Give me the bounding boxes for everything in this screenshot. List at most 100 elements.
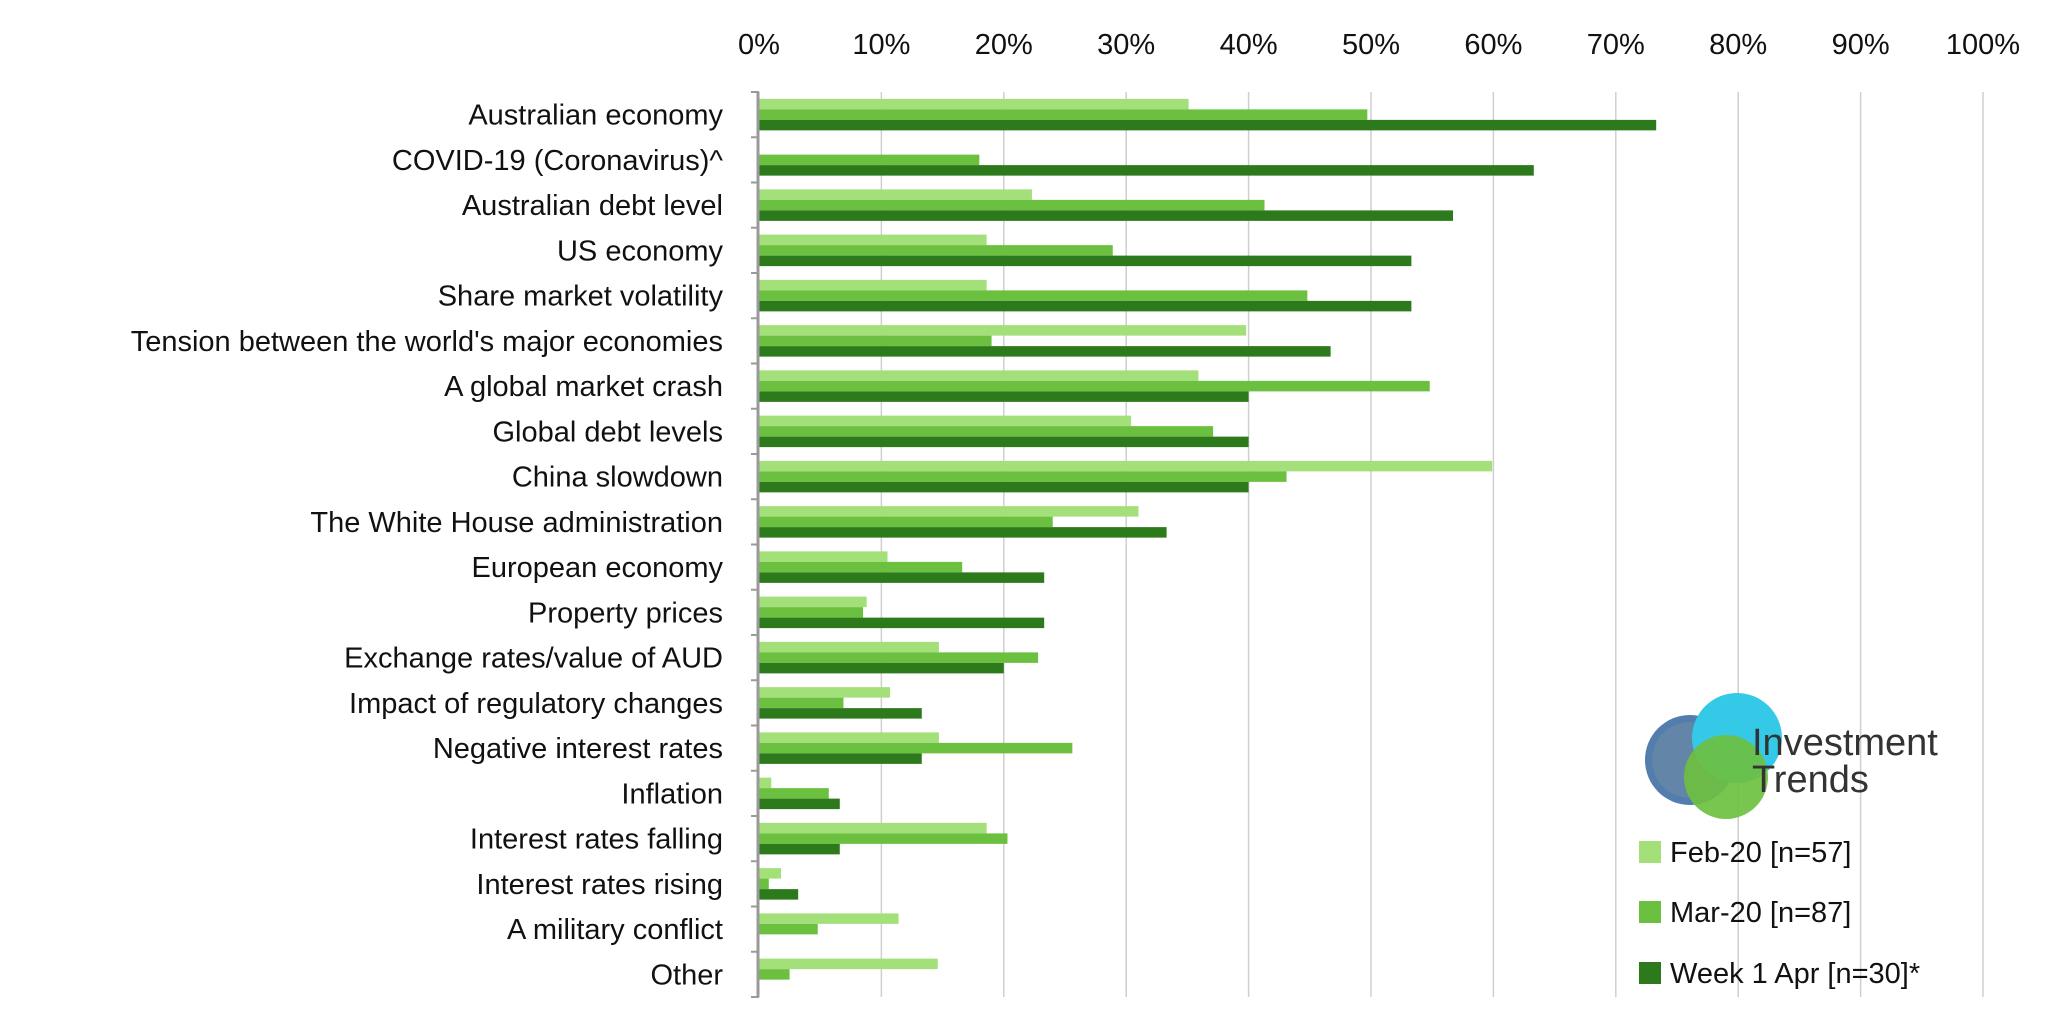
legend-label: Week 1 Apr [n=30]* bbox=[1670, 958, 1920, 990]
bar bbox=[759, 958, 938, 970]
bar bbox=[759, 551, 888, 562]
x-tick-label: 50% bbox=[1342, 29, 1400, 61]
bar bbox=[759, 471, 1287, 482]
bar bbox=[759, 596, 867, 608]
bar bbox=[759, 506, 1139, 517]
bar bbox=[759, 516, 1053, 528]
bar bbox=[759, 732, 939, 743]
legend-swatch bbox=[1639, 901, 1661, 923]
bars bbox=[759, 98, 1657, 980]
category-label: China slowdown bbox=[512, 462, 723, 494]
bar bbox=[759, 913, 899, 924]
x-tick-label: 20% bbox=[975, 29, 1033, 61]
category-label: Negative interest rates bbox=[433, 733, 723, 765]
bar bbox=[759, 245, 1113, 256]
bar bbox=[759, 652, 1039, 663]
category-label: Interest rates rising bbox=[476, 869, 723, 901]
bar bbox=[759, 742, 1073, 754]
bar bbox=[759, 843, 840, 855]
bar bbox=[759, 460, 1493, 472]
x-tick-label: 30% bbox=[1097, 29, 1155, 61]
legend-label: Feb-20 [n=57] bbox=[1670, 837, 1851, 869]
bar bbox=[759, 777, 772, 789]
bar bbox=[759, 335, 992, 347]
bar bbox=[759, 561, 963, 573]
category-label: Australian economy bbox=[468, 100, 723, 132]
bar bbox=[759, 687, 890, 698]
category-label: European economy bbox=[472, 552, 724, 584]
bar bbox=[759, 753, 922, 764]
bar bbox=[759, 436, 1249, 448]
bar bbox=[759, 370, 1199, 381]
category-label: Property prices bbox=[528, 597, 723, 629]
bar bbox=[759, 165, 1534, 176]
bar bbox=[759, 662, 1004, 674]
bar bbox=[759, 481, 1249, 493]
bar bbox=[759, 199, 1265, 211]
x-tick-label: 90% bbox=[1832, 29, 1890, 61]
bar bbox=[759, 346, 1331, 357]
bar bbox=[759, 822, 987, 834]
bar bbox=[759, 572, 1045, 583]
category-label: Interest rates falling bbox=[470, 824, 723, 856]
category-label: Australian debt level bbox=[462, 190, 723, 222]
category-label: A military conflict bbox=[507, 914, 723, 946]
category-labels: Australian economy COVID-19 (Coronavirus)… bbox=[131, 100, 724, 992]
bar bbox=[759, 119, 1657, 131]
bar bbox=[759, 98, 1189, 110]
bar bbox=[759, 154, 980, 166]
category-label: Exchange rates/value of AUD bbox=[344, 643, 723, 675]
bar bbox=[759, 300, 1412, 312]
bar bbox=[759, 391, 1249, 402]
x-tick-label: 0% bbox=[738, 29, 780, 61]
brand-name-line1: Investment bbox=[1752, 722, 1938, 764]
bar bbox=[759, 969, 790, 980]
bar bbox=[759, 641, 939, 653]
x-tick-label: 80% bbox=[1709, 29, 1767, 61]
y-axis bbox=[751, 91, 760, 998]
category-label: COVID-19 (Coronavirus)^ bbox=[392, 145, 723, 177]
bar bbox=[759, 697, 844, 709]
bar bbox=[759, 833, 1008, 844]
legend: Feb-20 [n=57] Mar-20 [n=87] Week 1 Apr [n=… bbox=[1639, 837, 1920, 990]
bar bbox=[759, 109, 1368, 120]
gridlines bbox=[880, 92, 1984, 997]
bar bbox=[759, 708, 922, 719]
category-label: The White House administration bbox=[310, 507, 723, 539]
category-label: Share market volatility bbox=[438, 281, 724, 313]
bar bbox=[759, 889, 799, 900]
bar bbox=[759, 868, 782, 879]
x-axis-ticks: 0% 10% 20% 30% 40% 50% 60% 70% 80% 90% 100% bbox=[738, 29, 2020, 61]
x-tick-label: 40% bbox=[1220, 29, 1278, 61]
brand-name-line2: Trends bbox=[1752, 759, 1869, 801]
bar bbox=[759, 617, 1045, 629]
category-label: A global market crash bbox=[444, 371, 723, 403]
bar bbox=[759, 255, 1412, 267]
bar bbox=[759, 788, 829, 799]
bar bbox=[759, 923, 818, 935]
category-label: Impact of regulatory changes bbox=[349, 688, 723, 720]
legend-swatch bbox=[1639, 841, 1661, 863]
category-label: Other bbox=[650, 959, 723, 991]
bar bbox=[759, 290, 1308, 301]
bar bbox=[759, 798, 840, 810]
bar bbox=[759, 607, 864, 618]
x-tick-label: 100% bbox=[1946, 29, 2020, 61]
legend-swatch bbox=[1639, 962, 1661, 984]
bar bbox=[759, 878, 769, 890]
bar bbox=[759, 426, 1214, 437]
category-label: US economy bbox=[557, 235, 724, 267]
investment-trends-logo: Investment Trends bbox=[1645, 693, 1938, 819]
category-label: Tension between the world's major econom… bbox=[131, 326, 723, 358]
category-label: Global debt levels bbox=[492, 416, 723, 448]
category-label: Inflation bbox=[621, 778, 723, 810]
bar bbox=[759, 325, 1247, 336]
bar bbox=[759, 415, 1132, 427]
x-tick-label: 10% bbox=[852, 29, 910, 61]
bar bbox=[759, 527, 1167, 538]
x-tick-label: 60% bbox=[1464, 29, 1522, 61]
bar bbox=[759, 210, 1454, 221]
legend-label: Mar-20 [n=87] bbox=[1670, 897, 1851, 929]
